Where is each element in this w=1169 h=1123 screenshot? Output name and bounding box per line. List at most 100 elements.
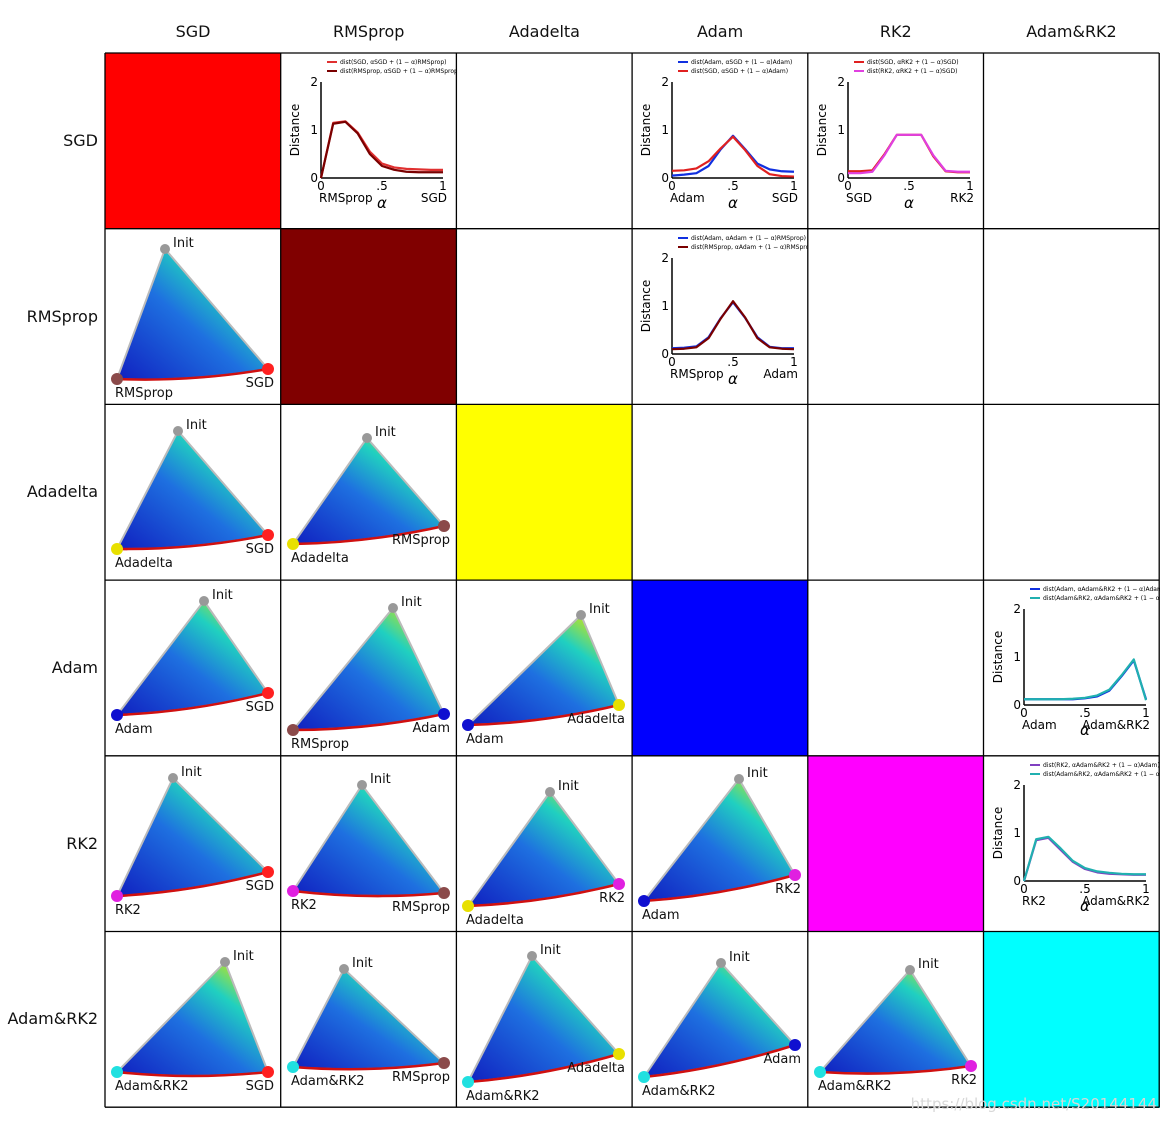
surface-patch xyxy=(114,959,270,1077)
loss-surface-triangle: Init Adam RK2 xyxy=(638,766,802,923)
init-point xyxy=(904,964,915,975)
grid-cell: 0 1 2 0 .5 1 Distance Adam SGD α dist(Adam, αSGD +… xyxy=(632,53,808,229)
y-axis-label: Distance xyxy=(639,279,653,331)
row-header: Adadelta xyxy=(26,482,98,502)
x-tick-label: .5 xyxy=(727,179,738,193)
init-point xyxy=(734,773,745,784)
init-label: Init xyxy=(540,943,561,958)
grid-cell xyxy=(808,229,984,405)
interpolation-path xyxy=(468,882,620,908)
right-endpoint-label: Adam xyxy=(763,367,798,381)
init-label: Init xyxy=(370,772,391,787)
y-tick-label: 1 xyxy=(661,123,669,137)
grid-cell xyxy=(456,53,632,229)
plot-axes xyxy=(319,82,443,179)
endpoint-b xyxy=(262,362,274,375)
alpha-symbol: α xyxy=(1080,897,1090,915)
endpoint-a-label: Adam&RK2 xyxy=(115,1079,189,1094)
legend-entry: dist(Adam&RK2, αAdam&RK2 + (1 − α)RK2) xyxy=(1043,771,1160,778)
grid-cell xyxy=(808,404,984,580)
diagonal-color-cell xyxy=(807,755,984,932)
series-line xyxy=(672,299,795,350)
init-label: Init xyxy=(558,779,579,794)
loss-surface-triangle: Init Adam Adadelta xyxy=(462,602,626,747)
grid-cell: Init Adam&RK2 Adam xyxy=(632,932,808,1108)
endpoint-a-label: Adam&RK2 xyxy=(818,1079,892,1094)
y-tick-label: 0 xyxy=(310,171,318,185)
init-label: Init xyxy=(401,595,422,610)
init-label: Init xyxy=(352,956,373,971)
legend-entry: dist(Adam, αAdam + (1 − α)RMSprop) xyxy=(691,235,806,242)
y-tick-label: 1 xyxy=(310,123,318,137)
grid-cell: 0 1 2 0 .5 1 Distance RMSprop Adam α dist(Adam, αA… xyxy=(632,229,815,405)
grid-cell: Init Adam&RK2 SGD xyxy=(105,932,281,1108)
series-line xyxy=(319,120,443,179)
endpoint-a-label: Adam&RK2 xyxy=(642,1084,716,1099)
x-tick-label: 0 xyxy=(1020,706,1028,720)
column-header: SGD xyxy=(175,22,211,41)
right-endpoint-label: RK2 xyxy=(950,191,974,205)
endpoint-b-label: SGD xyxy=(246,1079,274,1094)
endpoint-a xyxy=(286,724,299,737)
endpoint-b xyxy=(613,1047,626,1060)
series-line xyxy=(672,135,795,178)
init-point xyxy=(361,433,372,444)
grid-cell xyxy=(984,53,1160,229)
y-tick-label: 1 xyxy=(1013,650,1021,664)
grid-cell: Init Adadelta SGD xyxy=(105,404,281,580)
init-point xyxy=(576,610,587,621)
x-tick-label: 0 xyxy=(844,179,852,193)
endpoint-b-label: SGD xyxy=(246,542,274,557)
grid-cell: Init Adam&RK2 Adadelta xyxy=(456,932,632,1108)
init-point xyxy=(356,779,367,790)
x-tick-label: 1 xyxy=(1142,882,1150,896)
y-tick-label: 1 xyxy=(1013,826,1021,840)
loss-surface-triangle: Init Adam&RK2 SGD xyxy=(111,949,274,1094)
left-endpoint-label: RMSprop xyxy=(670,367,724,381)
endpoint-a-label: RK2 xyxy=(115,903,141,918)
x-tick-label: 0 xyxy=(668,179,676,193)
endpoint-a-label: RMSprop xyxy=(291,737,349,752)
init-point xyxy=(168,772,178,783)
grid-cell: Init RK2 RMSprop xyxy=(281,756,457,932)
grid-cell: 0 1 2 0 .5 1 Distance SGD RK2 α dist(SGD, αRK2 + (… xyxy=(808,53,984,229)
distance-plot: 0 1 2 0 .5 1 Distance RMSprop Adam α dist(Adam, αA… xyxy=(639,235,815,388)
init-point xyxy=(527,950,538,961)
y-axis-label: Distance xyxy=(815,104,829,156)
series-line xyxy=(672,300,795,350)
endpoint-a-label: RK2 xyxy=(291,898,317,913)
y-tick-label: 2 xyxy=(661,75,669,89)
legend-entry: dist(SGD, αSGD + (1 − α)RMSprop) xyxy=(340,59,446,66)
endpoint-b-label: Adadelta xyxy=(568,712,626,727)
interpolation-path xyxy=(292,889,444,898)
surface-patch xyxy=(290,606,446,732)
left-endpoint-label: RMSprop xyxy=(319,191,373,205)
endpoint-a xyxy=(286,1060,299,1073)
interpolation-path xyxy=(116,691,269,717)
endpoint-b xyxy=(437,520,450,533)
endpoint-a-label: Adam xyxy=(466,732,504,747)
endpoint-a-label: Adadelta xyxy=(466,913,524,928)
grid-cell: Init Adam RK2 xyxy=(632,756,808,932)
interpolation-path xyxy=(468,703,620,727)
interpolation-path xyxy=(468,1052,620,1083)
diagonal-color-cell xyxy=(983,931,1160,1108)
x-tick-label: 1 xyxy=(790,355,798,369)
endpoint-a xyxy=(462,899,475,912)
left-endpoint-label: Adam xyxy=(1022,718,1057,732)
y-tick-label: 1 xyxy=(661,299,669,313)
right-endpoint-label: SGD xyxy=(421,191,447,205)
init-label: Init xyxy=(181,765,202,780)
init-label: Init xyxy=(186,418,207,433)
y-tick-label: 0 xyxy=(1013,874,1021,888)
y-tick-label: 0 xyxy=(661,347,669,361)
alpha-symbol: α xyxy=(904,194,914,212)
diagonal-color-cell xyxy=(105,53,281,229)
series-line xyxy=(847,133,970,175)
endpoint-a-label: Adadelta xyxy=(115,556,173,571)
y-tick-label: 1 xyxy=(837,123,845,137)
interpolation-path xyxy=(644,873,796,903)
endpoint-a-label: RMSprop xyxy=(115,386,173,401)
series-line xyxy=(319,120,443,179)
